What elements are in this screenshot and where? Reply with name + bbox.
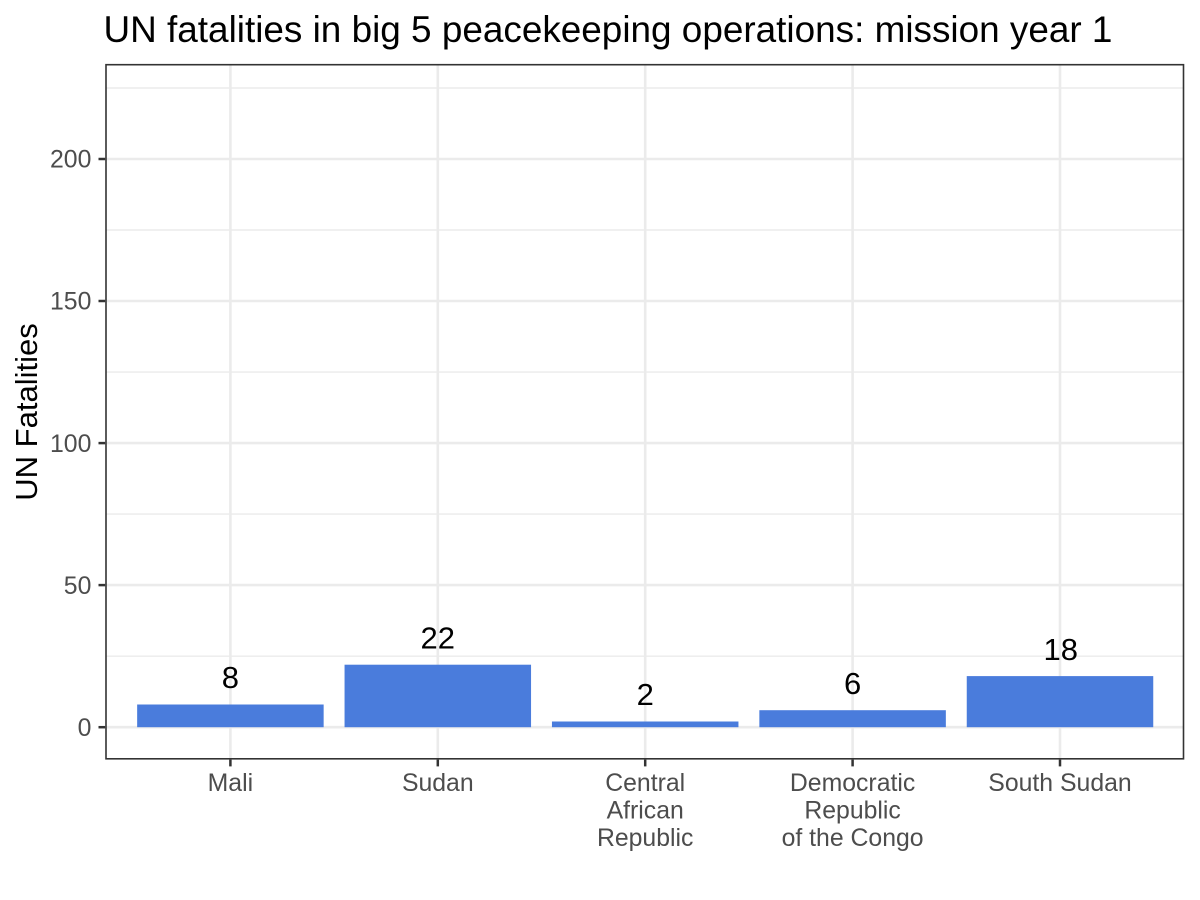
svg-text:100: 100 [50,431,91,458]
svg-text:of the Congo: of the Congo [782,825,924,852]
svg-text:22: 22 [421,620,455,655]
svg-text:150: 150 [50,289,91,316]
svg-text:Democratic: Democratic [790,770,915,797]
svg-text:6: 6 [844,666,861,701]
svg-text:South Sudan: South Sudan [988,770,1131,797]
svg-text:UN Fatalities: UN Fatalities [9,323,44,500]
svg-text:Central: Central [605,770,685,797]
svg-text:2: 2 [637,677,654,712]
svg-text:50: 50 [64,573,92,600]
svg-text:8: 8 [222,660,239,695]
svg-text:200: 200 [50,147,91,174]
svg-text:0: 0 [78,715,92,742]
svg-text:UN fatalities in big 5 peaceke: UN fatalities in big 5 peacekeeping oper… [104,9,1113,50]
svg-text:18: 18 [1044,632,1078,667]
svg-text:African: African [607,797,684,824]
svg-text:Republic: Republic [597,825,694,852]
svg-text:Sudan: Sudan [402,770,474,797]
svg-text:Mali: Mali [208,770,253,797]
svg-text:Republic: Republic [804,797,901,824]
